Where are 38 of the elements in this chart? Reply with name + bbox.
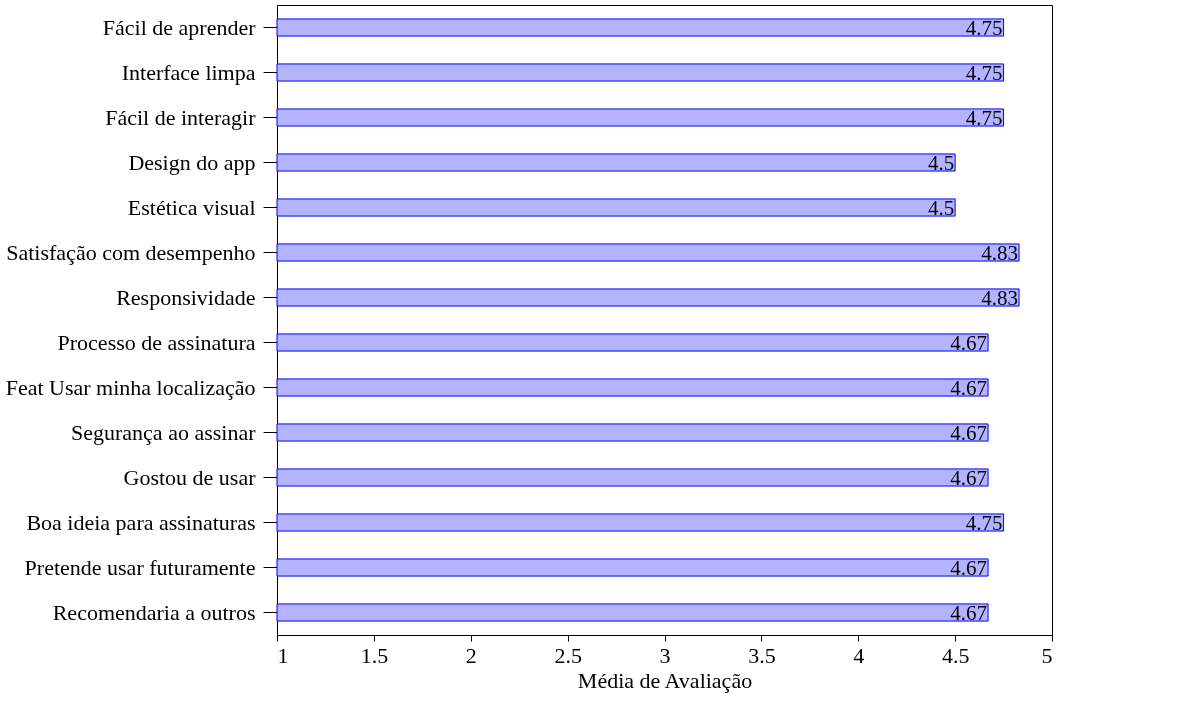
- data-label: 4.67: [950, 420, 988, 445]
- data-label: 4.67: [950, 600, 988, 625]
- y-tick-label: Interface limpa: [121, 59, 256, 85]
- data-label: 4.75: [965, 15, 1003, 40]
- data-label: 4.75: [965, 105, 1003, 130]
- y-tick-label: Processo de assinatura: [57, 329, 256, 355]
- data-label: 4.5: [927, 150, 955, 175]
- data-label: 4.67: [950, 555, 988, 580]
- data-label: 4.67: [950, 330, 988, 355]
- data-label: 4.75: [965, 510, 1003, 535]
- x-tick-label: 5: [1041, 642, 1053, 668]
- y-tick-label: Pretende usar futuramente: [24, 554, 256, 580]
- data-label: 4.5: [927, 195, 955, 220]
- y-tick-label: Boa ideia para assinaturas: [26, 509, 256, 535]
- x-tick-label: 2: [465, 642, 477, 668]
- y-tick-label: Gostou de usar: [123, 464, 257, 490]
- x-axis-title: Média de Avaliação: [577, 667, 753, 693]
- x-tick-label: 1: [277, 642, 289, 668]
- data-label: 4.75: [965, 60, 1003, 85]
- data-label: 4.67: [950, 375, 988, 400]
- x-tick-label: 1.5: [360, 642, 389, 668]
- y-tick-label: Feat Usar minha localização: [5, 374, 256, 400]
- y-tick-label: Recomendaria a outros: [52, 599, 256, 625]
- data-label: 4.83: [981, 285, 1019, 310]
- x-tick-label: 4.5: [941, 642, 970, 668]
- y-tick-label: Design do app: [128, 149, 256, 175]
- x-tick-label: 3.5: [748, 642, 776, 668]
- y-tick-label: Responsividade: [116, 284, 256, 310]
- y-tick-label: Estética visual: [127, 194, 256, 220]
- y-tick-label: Fácil de interagir: [105, 104, 257, 130]
- y-tick-label: Satisfação com desempenho: [6, 239, 256, 265]
- y-tick-label: Segurança ao assinar: [71, 419, 257, 445]
- x-tick-label: 4: [853, 642, 865, 668]
- y-tick-label: Fácil de aprender: [102, 14, 257, 40]
- x-tick-label: 2.5: [554, 642, 582, 668]
- x-tick-label: 3: [659, 642, 671, 668]
- data-label: 4.83: [981, 240, 1019, 265]
- data-label: 4.67: [950, 465, 988, 490]
